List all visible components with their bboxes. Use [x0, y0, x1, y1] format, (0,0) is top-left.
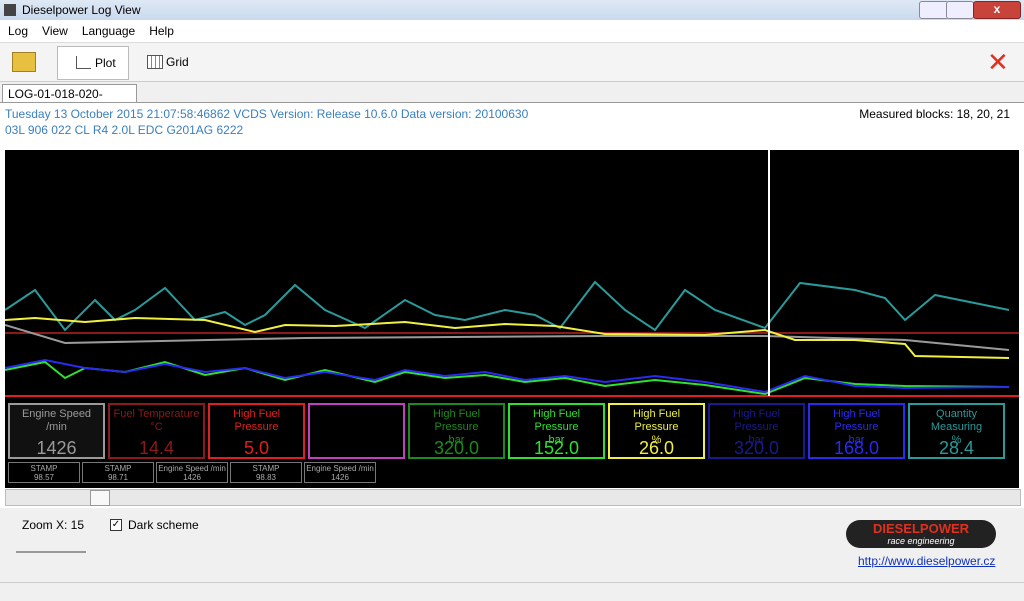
gauge-label: Engine Speed: [21, 408, 92, 420]
dark-scheme-checkbox[interactable]: ✓: [110, 519, 122, 531]
stamp-label: STAMP: [30, 464, 58, 473]
info-line: 03L 906 022 CL R4 2.0L EDC G201AG 6222: [5, 123, 244, 137]
menu-item[interactable]: Language: [81, 24, 136, 38]
gauge-value: 14.4: [138, 438, 175, 458]
gauge-value: 26.0: [638, 438, 675, 458]
trace: [4, 324, 1010, 351]
stamp: STAMP 98.71: [82, 462, 154, 483]
gauge-label: Fuel Temperature: [113, 408, 200, 420]
gauge: [308, 403, 405, 459]
website-link[interactable]: http://www.dieselpower.cz: [858, 554, 996, 568]
grid-icon: [147, 55, 163, 69]
file-tab[interactable]: LOG-01-018-020-021.CSV: [2, 84, 137, 115]
scroll-thumb[interactable]: [90, 490, 110, 506]
menu-bar: Log View Language Help: [0, 20, 1024, 43]
toolbar-button-label[interactable]: Plot: [95, 56, 116, 70]
stamp-label: STAMP: [104, 464, 132, 473]
gauge: High Fuel Pressure 5.0: [208, 403, 305, 459]
measured-blocks: Measured blocks: 18, 20, 21: [859, 107, 1010, 121]
window-title: Dieselpower Log View: [22, 3, 141, 17]
gauge: Quantity Measuring% 28.4: [908, 403, 1005, 459]
stamp: Engine Speed /min 1426: [304, 462, 376, 483]
gauge-value: 320.0: [433, 438, 480, 458]
plot-area: [4, 150, 1019, 488]
status-bar: [0, 582, 1024, 601]
trace: [4, 316, 1010, 359]
maximize-button[interactable]: [946, 1, 974, 19]
plot-traces: [4, 150, 1019, 397]
gauge: Engine Speed/min 1426: [8, 403, 105, 459]
gauge-value: 168.0: [833, 438, 880, 458]
logo-text: DIESELPOWER: [872, 521, 970, 536]
stamp-value: 98.71: [107, 473, 129, 482]
open-button[interactable]: [12, 52, 36, 72]
horizontal-scrollbar[interactable]: [5, 489, 1021, 506]
gauge-unit: bar: [848, 434, 865, 446]
logo: DIESELPOWER race engineering: [846, 520, 996, 548]
app-icon: [4, 4, 16, 16]
close-button[interactable]: x: [973, 1, 1021, 19]
stamp-label: STAMP: [252, 464, 280, 473]
minimize-button[interactable]: [919, 1, 949, 19]
stamp-value: 1426: [183, 473, 201, 482]
stamp-value: 1426: [331, 473, 349, 482]
gauge-unit: °C: [150, 421, 163, 433]
gauge-unit: %: [951, 434, 962, 446]
gauge-value: 1426: [36, 438, 77, 458]
gauge-value: 152.0: [533, 438, 580, 458]
gauge-label: High Fuel Pressure: [632, 408, 681, 433]
trace: [4, 358, 1010, 394]
menu-item[interactable]: View: [42, 24, 68, 38]
toolbar: ✕ Plot Grid: [0, 43, 1024, 82]
stamp: STAMP 98.83: [230, 462, 302, 483]
title-bar: Dieselpower Log View x: [0, 0, 1024, 20]
zoom-slider[interactable]: [16, 537, 86, 553]
menu-item[interactable]: Help: [149, 24, 174, 38]
gauge-unit: %: [651, 434, 662, 446]
menu-item[interactable]: Log: [8, 24, 29, 38]
gauge: High Fuel Pressure bar 320.0: [408, 403, 505, 459]
stamp-label: Engine Speed /min: [306, 464, 374, 473]
gauge-label: High Fuel Pressure: [432, 408, 481, 433]
stamp: STAMP 98.57: [8, 462, 80, 483]
gauge-value: 320.0: [733, 438, 780, 458]
gauge-unit: /min: [46, 421, 67, 433]
checkbox-label: Dark scheme: [128, 518, 199, 532]
stamp-value: 98.57: [33, 473, 55, 482]
gauge-value: 28.4: [938, 438, 975, 458]
gauge: High Fuel Pressure bar 320.0: [708, 403, 805, 459]
info-line: Tuesday 13 October 2015 21:07:58:46862 V…: [5, 107, 529, 121]
plot-icon: [76, 56, 91, 69]
stamp-label: Engine Speed /min: [158, 464, 226, 473]
gauge-unit: bar: [548, 434, 565, 446]
gauge-label: High Fuel Pressure: [232, 408, 281, 433]
gauge-label: High Fuel Pressure: [732, 408, 781, 433]
gauge: High Fuel Pressure bar 168.0: [808, 403, 905, 459]
zoom-label: Zoom X: 15: [22, 518, 85, 532]
gauge-unit: bar: [448, 434, 465, 446]
gauge-label: High Fuel Pressure: [832, 408, 881, 433]
gauge-label: Quantity Measuring: [930, 408, 983, 433]
toolbar-button-label[interactable]: Grid: [166, 55, 189, 69]
gauge-label: High Fuel Pressure: [532, 408, 581, 433]
gauge: Fuel Temperature °C 14.4: [108, 403, 205, 459]
trace: [4, 280, 1010, 332]
gauge: High Fuel Pressure bar 152.0: [508, 403, 605, 459]
stamp: Engine Speed /min 1426: [156, 462, 228, 483]
gauge: High Fuel Pressure% 26.0: [608, 403, 705, 459]
gauge-unit: bar: [748, 434, 765, 446]
close-log-button[interactable]: ✕: [987, 47, 1009, 77]
stamp-value: 98.83: [255, 473, 277, 482]
logo-subtext: race engineering: [887, 536, 955, 546]
gauge-value: 5.0: [243, 438, 270, 458]
plot-tab-button[interactable]: [57, 46, 129, 80]
